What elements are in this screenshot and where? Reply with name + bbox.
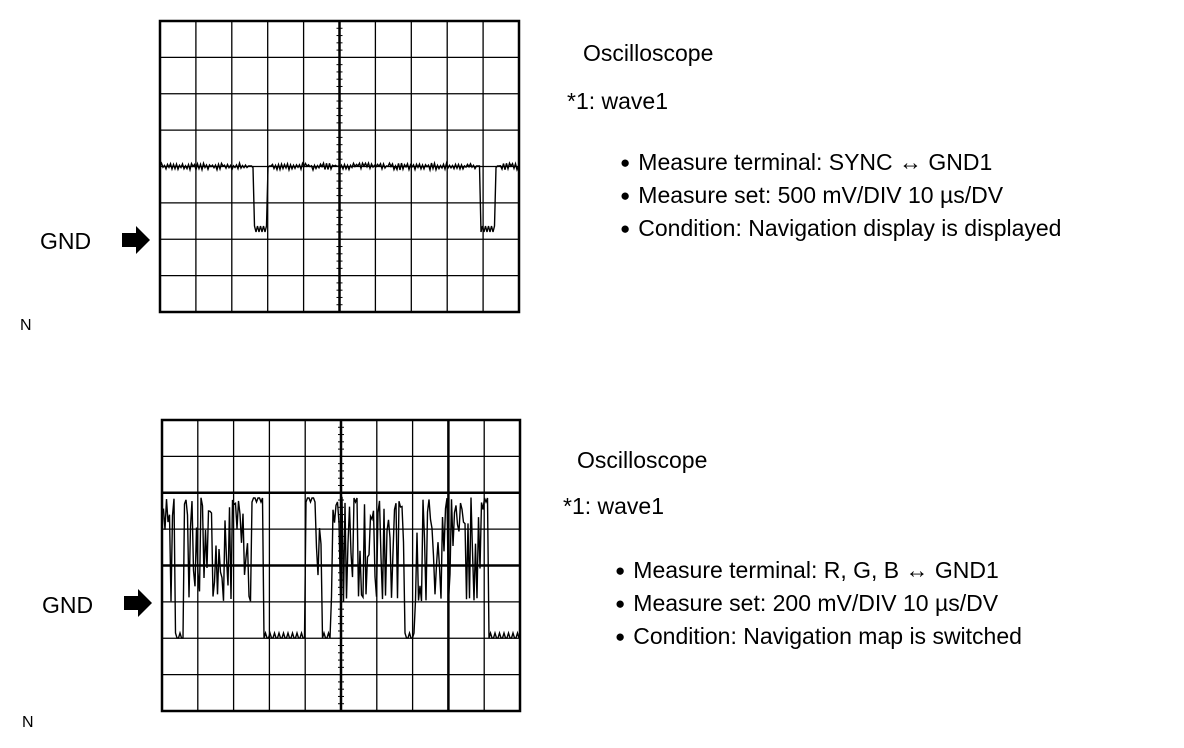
- arrow-icon: [122, 226, 150, 254]
- wave-label: *1: wave1: [567, 88, 669, 114]
- measure-set: Measure set: 500 mV/DIV 10 µs/DV: [620, 180, 1061, 213]
- measurement-list: Measure terminal: SYNC ↔ GND1 Measure se…: [620, 147, 1061, 246]
- measure-set: Measure set: 200 mV/DIV 10 µs/DV: [615, 588, 1022, 621]
- waveform-trace: [161, 496, 520, 639]
- corner-label: N: [20, 317, 32, 334]
- arrow-icon: [124, 589, 152, 617]
- panel-title: Oscilloscope: [577, 447, 708, 473]
- ground-label: GND: [40, 228, 92, 254]
- measurement-list: Measure terminal: R, G, B ↔ GND1 Measure…: [615, 555, 1022, 654]
- waveform-trace: [159, 160, 520, 233]
- oscilloscope-screen-1: [158, 19, 521, 314]
- measure-terminal: Measure terminal: R, G, B ↔ GND1: [615, 555, 1022, 588]
- ground-label: GND: [42, 592, 94, 618]
- corner-label: N: [22, 714, 34, 731]
- screen-border: [160, 418, 522, 713]
- condition: Condition: Navigation display is display…: [620, 213, 1061, 246]
- panel-title: Oscilloscope: [583, 40, 714, 66]
- measure-terminal: Measure terminal: SYNC ↔ GND1: [620, 147, 1061, 180]
- wave-label: *1: wave1: [563, 493, 665, 519]
- condition: Condition: Navigation map is switched: [615, 621, 1022, 654]
- oscilloscope-screen-2: [160, 418, 522, 713]
